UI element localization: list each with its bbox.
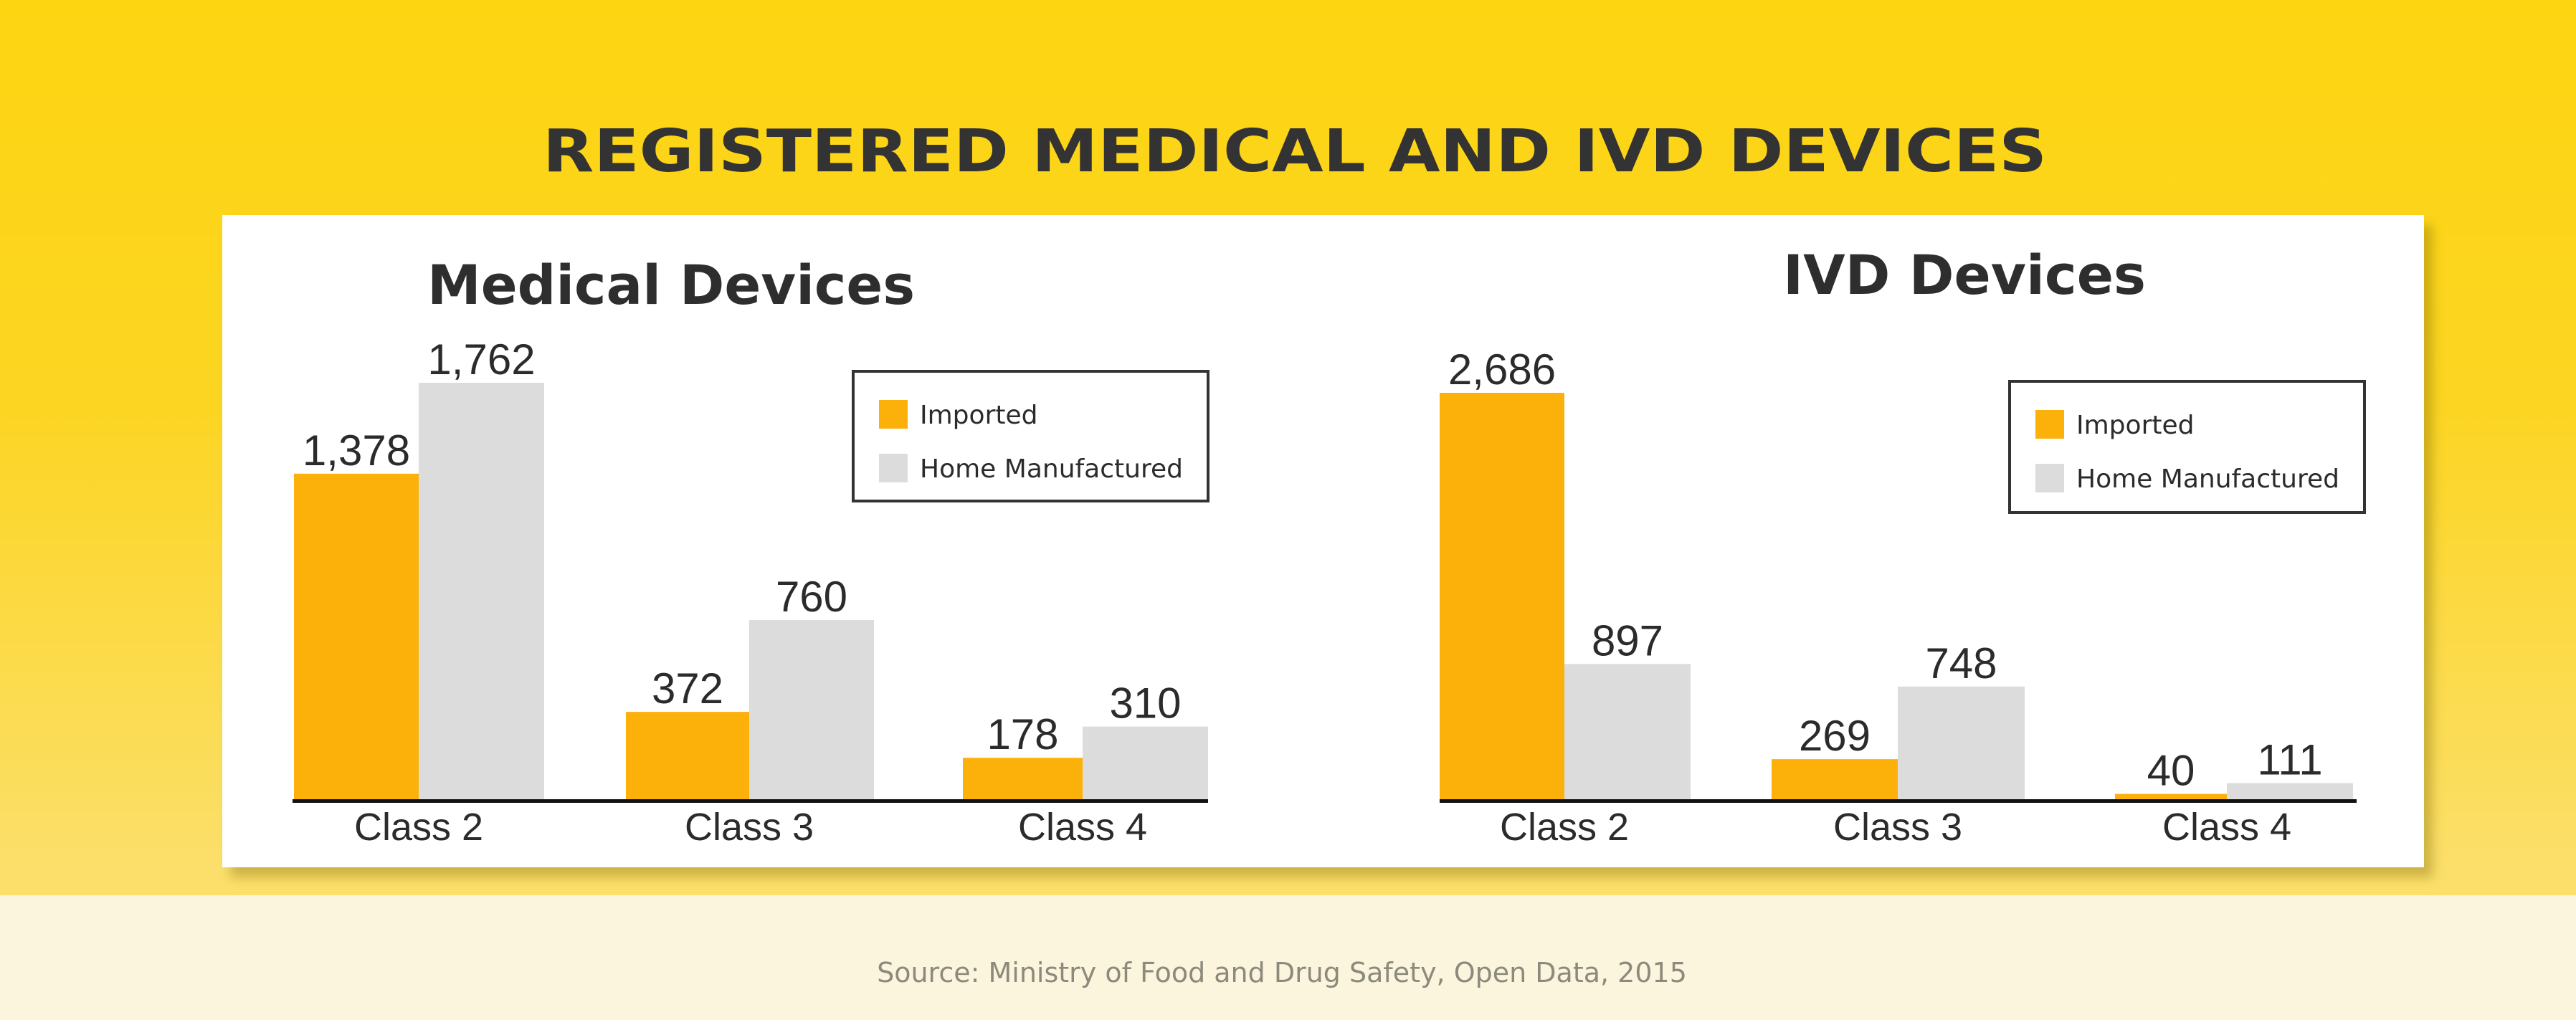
bar-imported (2115, 793, 2227, 800)
main-title: REGISTERED MEDICAL AND IVD DEVICES (543, 118, 2047, 186)
legend-swatch (879, 400, 908, 429)
data-label: 178 (987, 710, 1058, 758)
data-label: 897 (1592, 616, 1663, 664)
legend-swatch (879, 454, 908, 482)
bar-home-manufactured (1898, 686, 2025, 800)
bar-home-manufactured (749, 619, 874, 800)
data-label: 40 (2147, 747, 2195, 795)
bar-home-manufactured (2227, 783, 2353, 800)
bar-home-manufactured (1564, 664, 1691, 800)
legend-swatch (2035, 410, 2064, 439)
data-label: 2,686 (1448, 345, 1556, 394)
legend-swatch (2035, 464, 2064, 492)
x-tick-label: Class 2 (1500, 806, 1629, 849)
x-tick-label: Class 2 (354, 806, 483, 849)
bar-imported (1440, 393, 1564, 800)
data-label: 1,378 (303, 426, 410, 475)
data-label: 748 (1925, 639, 1997, 687)
legend-label: Home Manufactured (920, 454, 1183, 484)
chart-panel (222, 215, 2424, 867)
legend-label: Home Manufactured (2076, 464, 2339, 494)
legend-label: Imported (2076, 411, 2194, 440)
bar-imported (626, 712, 749, 800)
bar-home-manufactured (419, 383, 544, 800)
x-tick-label: Class 4 (1018, 806, 1147, 849)
chart-title-medical: Medical Devices (427, 253, 915, 317)
bar-imported (963, 758, 1083, 800)
footer-band (0, 895, 2576, 1020)
data-label: 269 (1799, 712, 1871, 760)
bar-imported (294, 473, 419, 800)
data-label: 310 (1109, 680, 1181, 728)
data-label: 372 (652, 664, 723, 712)
legend-box (852, 370, 1209, 502)
x-tick-label: Class 3 (685, 806, 814, 849)
data-label: 111 (2257, 736, 2322, 784)
x-axis-line (1440, 799, 2357, 803)
chart-title-ivd: IVD Devices (1783, 243, 2146, 307)
data-label: 760 (776, 573, 847, 621)
bar-imported (1772, 759, 1898, 800)
legend-box (2008, 380, 2366, 514)
x-axis-line (293, 799, 1208, 803)
x-tick-label: Class 3 (1833, 806, 1962, 849)
x-tick-label: Class 4 (2162, 806, 2291, 849)
legend-label: Imported (920, 401, 1037, 430)
source-note: Source: Ministry of Food and Drug Safety… (877, 957, 1687, 988)
data-label: 1,762 (427, 335, 535, 383)
bar-home-manufactured (1083, 726, 1208, 800)
